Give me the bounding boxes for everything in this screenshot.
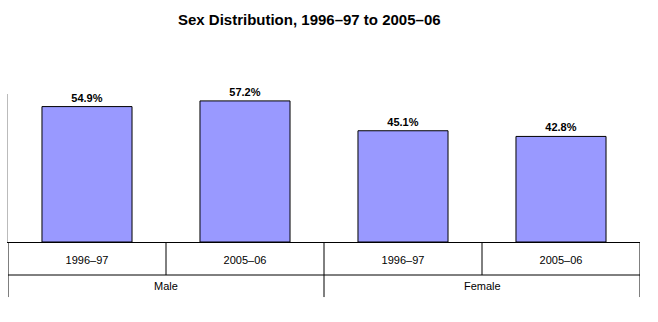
svg-text:57.2%: 57.2% bbox=[229, 86, 260, 98]
svg-text:1996–97: 1996–97 bbox=[382, 254, 425, 266]
svg-text:54.9%: 54.9% bbox=[71, 92, 102, 104]
svg-text:Sex Distribution, 1996–97 to 2: Sex Distribution, 1996–97 to 2005–06 bbox=[178, 11, 441, 28]
svg-text:42.8%: 42.8% bbox=[545, 121, 576, 133]
svg-text:2005–06: 2005–06 bbox=[540, 254, 583, 266]
svg-text:1996–97: 1996–97 bbox=[66, 254, 109, 266]
svg-text:45.1%: 45.1% bbox=[387, 116, 418, 128]
svg-text:Female: Female bbox=[464, 280, 501, 292]
svg-text:Male: Male bbox=[154, 280, 178, 292]
svg-text:2005–06: 2005–06 bbox=[224, 254, 267, 266]
